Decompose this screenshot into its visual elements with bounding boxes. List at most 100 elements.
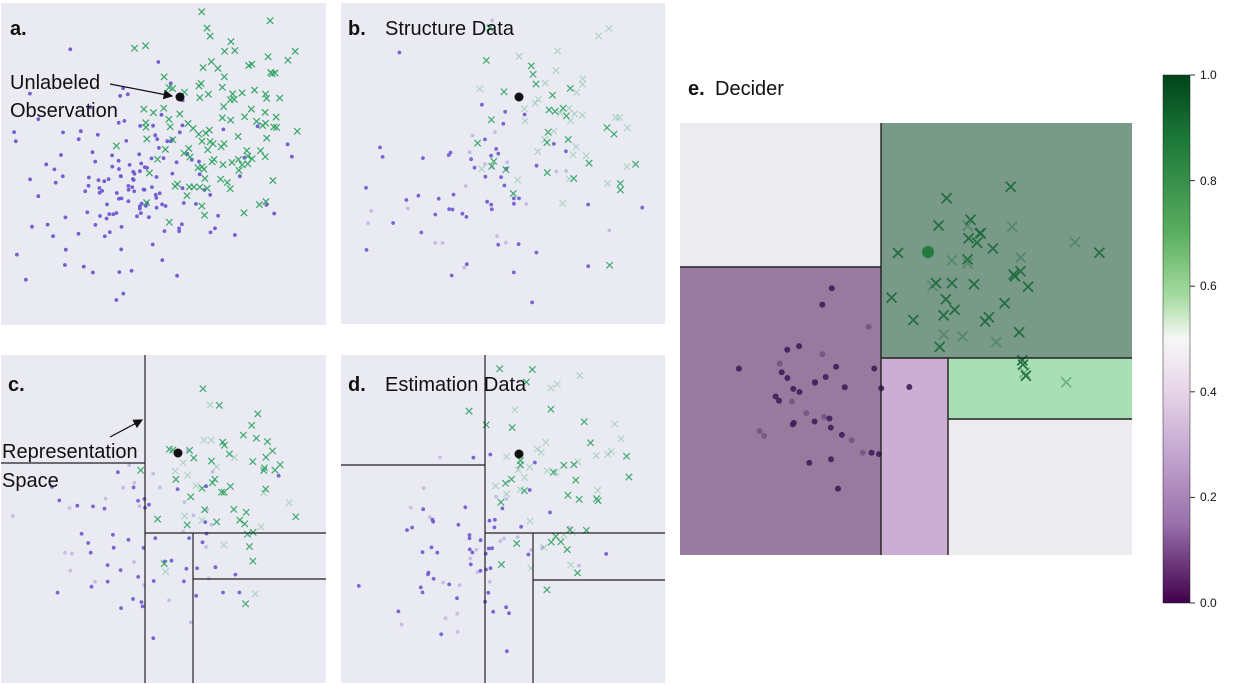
scatter-dot <box>378 145 382 150</box>
scatter-dot <box>107 230 112 235</box>
scatter-cross <box>269 176 277 185</box>
scatter-dot <box>487 579 492 584</box>
scatter-cross <box>187 493 195 501</box>
scatter-cross <box>487 116 496 124</box>
panel-d: d. Estimation Data <box>341 355 665 683</box>
scatter-dot <box>462 265 467 270</box>
scatter-cross <box>284 56 292 64</box>
scatter-dot <box>213 226 217 231</box>
scatter-dot <box>564 149 568 154</box>
scatter-cross <box>271 69 279 77</box>
scatter-cross <box>975 227 987 239</box>
scatter-dot <box>165 139 170 144</box>
scatter-cross <box>572 476 580 484</box>
scatter-dot <box>833 363 840 370</box>
scatter-cross <box>547 405 555 413</box>
scatter-dot <box>175 273 180 278</box>
scatter-dot <box>519 524 523 529</box>
scatter-dot <box>36 194 41 199</box>
scatter-cross <box>615 113 624 122</box>
scatter-dot <box>59 153 63 157</box>
scatter-cross <box>255 200 264 209</box>
scatter-cross <box>543 467 551 475</box>
scatter-dot <box>213 565 218 570</box>
scatter-dot <box>456 522 461 527</box>
scatter-dot <box>450 207 455 212</box>
scatter-dot <box>490 546 494 551</box>
scatter-dot <box>131 178 136 182</box>
scatter-dot <box>132 189 137 194</box>
annotation-arrow <box>109 83 174 100</box>
scatter-cross <box>262 453 270 461</box>
scatter-dot <box>416 193 421 198</box>
scatter-dot <box>463 505 468 510</box>
scatter-cross <box>185 183 193 191</box>
scatter-dot <box>151 579 156 583</box>
scatter-dot <box>498 539 503 543</box>
scatter-cross <box>142 119 150 127</box>
scatter-dot <box>114 211 119 215</box>
scatter-cross <box>186 153 194 161</box>
scatter-dot <box>640 205 645 210</box>
scatter-dot <box>778 369 785 376</box>
scatter-dot <box>28 177 32 182</box>
scatter-cross <box>1017 358 1029 371</box>
scatter-dot <box>175 487 180 491</box>
scatter-cross <box>617 435 625 443</box>
scatter-cross <box>570 174 578 183</box>
scatter-dot <box>138 124 143 128</box>
scatter-dot <box>391 221 395 225</box>
scatter-cross <box>625 473 633 481</box>
scatter-cross <box>907 314 919 326</box>
scatter-dot <box>486 546 491 551</box>
scatter-cross <box>610 420 619 428</box>
scatter-cross <box>240 113 249 121</box>
scatter-cross <box>998 297 1011 309</box>
scatter-cross <box>575 495 583 504</box>
scatter-dot <box>170 171 175 176</box>
scatter-cross <box>260 464 269 472</box>
scatter-dot <box>496 242 501 247</box>
scatter-dot <box>154 196 159 200</box>
scatter-cross <box>932 219 945 232</box>
scatter-dot <box>552 142 556 146</box>
scatter-dot <box>440 241 445 245</box>
scatter-cross <box>262 94 271 103</box>
scatter-cross <box>582 152 590 160</box>
scatter-dot <box>221 127 226 132</box>
scatter-dot <box>68 568 73 573</box>
scatter-dot <box>447 582 452 587</box>
scatter-cross <box>616 179 624 188</box>
scatter-cross <box>509 189 517 198</box>
scatter-cross <box>149 108 158 117</box>
scatter-dot <box>790 385 797 392</box>
scatter-dot <box>451 192 456 197</box>
scatter-cross <box>585 159 593 167</box>
region-left <box>680 267 881 555</box>
scatter-dot <box>796 389 803 395</box>
scatter-dot <box>158 485 162 490</box>
scatter-dot <box>772 393 779 400</box>
scatter-dot <box>126 199 131 204</box>
scatter-dot <box>463 184 468 188</box>
scatter-dot <box>906 384 913 390</box>
scatter-dot <box>187 536 192 540</box>
scatter-cross <box>605 261 614 269</box>
scatter-dot <box>221 590 225 595</box>
scatter-dot <box>471 455 476 460</box>
scatter-dot <box>835 485 841 492</box>
scatter-cross <box>940 192 953 204</box>
scatter-cross <box>559 199 567 208</box>
scatter-cross <box>199 385 207 393</box>
scatter-cross <box>578 111 586 119</box>
scatter-dot <box>396 609 401 614</box>
panel-a: a. Unlabeled Observation <box>1 3 326 325</box>
scatter-dot <box>76 231 81 236</box>
scatter-cross <box>245 542 254 551</box>
scatter-dot <box>859 449 866 456</box>
scatter-dot <box>93 579 97 584</box>
scatter-dot <box>88 550 93 555</box>
scatter-dot <box>197 172 202 177</box>
scatter-dot <box>10 514 15 518</box>
scatter-cross <box>263 437 272 446</box>
